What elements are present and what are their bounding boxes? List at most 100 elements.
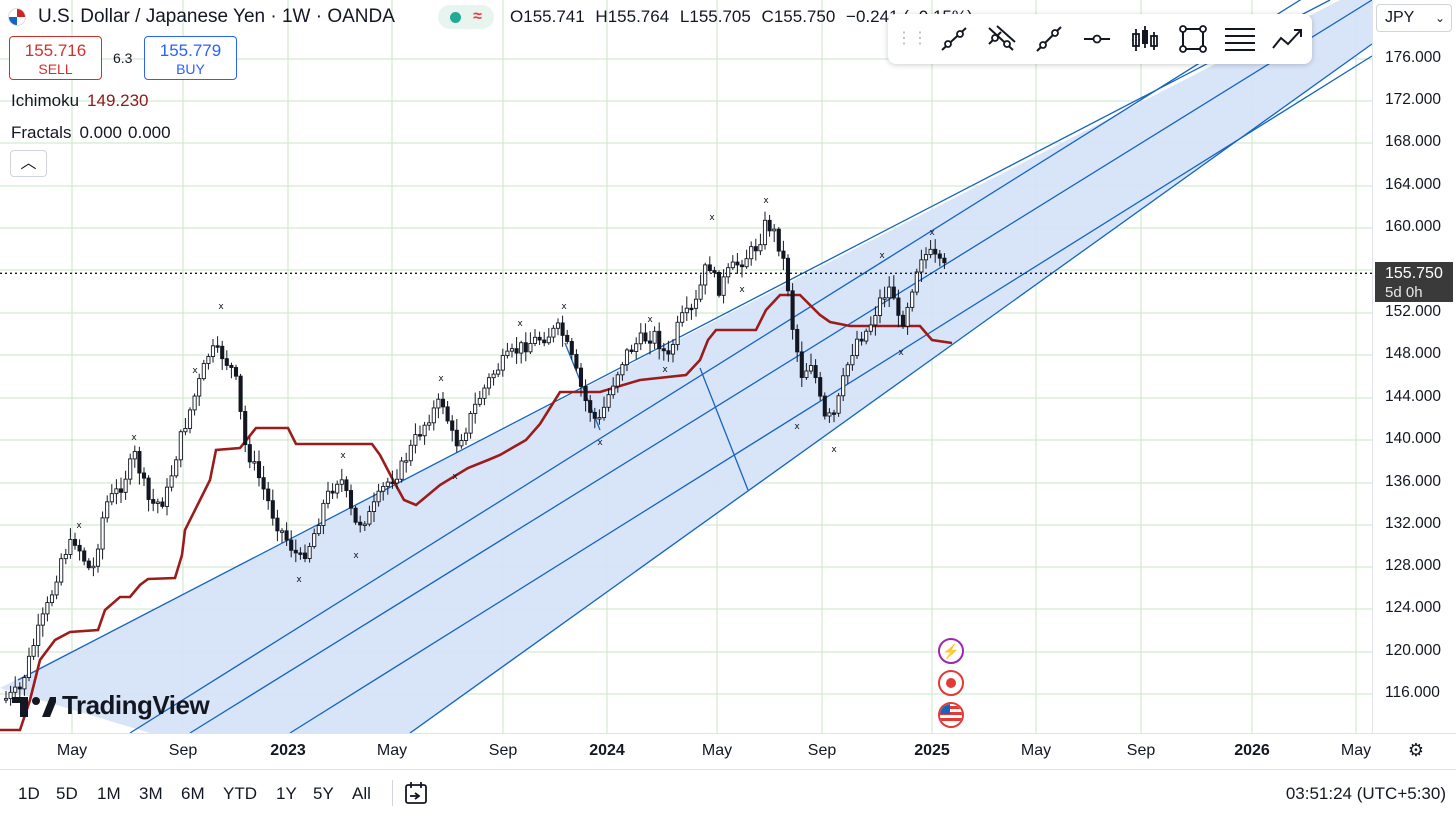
- time-tick-label: May: [56, 742, 88, 759]
- candle-body: [712, 270, 717, 273]
- channel-lower-line: [409, 43, 1373, 734]
- us-flag-icon: [8, 8, 26, 26]
- candle-body: [151, 499, 156, 504]
- range-button-1m[interactable]: 1M: [97, 784, 121, 803]
- range-button-ytd[interactable]: YTD: [223, 784, 257, 803]
- candle-body: [910, 291, 915, 308]
- calendar-icon: [405, 782, 427, 804]
- candle-body: [238, 375, 243, 412]
- candle-body: [864, 330, 869, 342]
- candle-body: [615, 374, 620, 387]
- candles-tool[interactable]: [1121, 19, 1169, 59]
- ray-tool[interactable]: [1026, 19, 1074, 59]
- candle-body: [109, 493, 114, 503]
- candle-body: [105, 501, 110, 519]
- candle-body: [118, 488, 124, 493]
- candle-body: [31, 645, 36, 657]
- candle-body: [523, 342, 528, 353]
- candle-body: [312, 533, 317, 547]
- candle-body: [900, 314, 906, 327]
- horizontal-ray-tool[interactable]: [1073, 19, 1121, 59]
- current-price-value: 155.750: [1385, 265, 1443, 282]
- candle-body: [289, 539, 294, 551]
- parallel-channel-tool[interactable]: [978, 19, 1026, 59]
- range-button-5d[interactable]: 5D: [56, 784, 78, 803]
- fractal-marker: x: [353, 551, 359, 561]
- candle-body: [385, 481, 390, 487]
- candle-body: [638, 332, 643, 345]
- currency-selector[interactable]: JPY ⌄: [1376, 4, 1452, 32]
- candle-body: [841, 375, 846, 397]
- price-tick-label: 172.000: [1385, 91, 1442, 108]
- fractal-marker: x: [296, 575, 302, 585]
- candle-body: [95, 548, 101, 567]
- range-button-5y[interactable]: 5Y: [313, 784, 334, 803]
- candle-body: [371, 501, 377, 512]
- forecast-tool[interactable]: [1264, 19, 1312, 59]
- candle-body: [353, 507, 358, 523]
- event-marker-3[interactable]: [938, 702, 964, 728]
- range-button-6m[interactable]: 6M: [181, 784, 205, 803]
- candle-body: [413, 434, 418, 446]
- candle-body: [59, 558, 64, 583]
- candle-body: [565, 334, 570, 342]
- candle-body: [482, 387, 487, 399]
- candle-body: [321, 502, 326, 526]
- price-tick-label: 120.000: [1385, 642, 1442, 659]
- candle-body: [790, 290, 795, 330]
- candle-body: [905, 306, 910, 327]
- collapse-indicators-button[interactable]: ︿: [10, 150, 47, 177]
- sell-label: SELL: [38, 61, 73, 77]
- candle-body: [13, 686, 18, 693]
- indicator-ichimoku[interactable]: Ichimoku 149.230: [11, 91, 149, 110]
- range-button-1y[interactable]: 1Y: [276, 784, 297, 803]
- symbol-title[interactable]: U.S. Dollar / Japanese Yen · 1W · OANDA: [38, 6, 395, 27]
- range-button-3m[interactable]: 3M: [139, 784, 163, 803]
- price-tick-label: 160.000: [1385, 218, 1442, 235]
- candle-body: [569, 341, 574, 355]
- chart-settings-button[interactable]: ⚙: [1404, 740, 1428, 764]
- fib-lines-tool[interactable]: [1217, 19, 1265, 59]
- range-button-1d[interactable]: 1D: [18, 784, 40, 803]
- event-marker-2[interactable]: [938, 670, 964, 696]
- time-axis[interactable]: [0, 733, 1456, 769]
- fractal-marker: x: [662, 365, 668, 375]
- trend-line-tool[interactable]: [930, 19, 978, 59]
- candle-body: [376, 490, 381, 503]
- sell-button[interactable]: 155.716 SELL: [9, 36, 102, 80]
- candle-body: [928, 248, 933, 256]
- candle-body: [730, 261, 735, 269]
- candle-body: [652, 330, 657, 344]
- candle-body: [270, 500, 275, 519]
- range-button-all[interactable]: All: [352, 784, 371, 803]
- indicator-fractals[interactable]: Fractals 0.000 0.000: [11, 123, 171, 142]
- drag-handle-icon[interactable]: ⋮⋮: [896, 30, 928, 47]
- fractal-marker: x: [192, 366, 198, 376]
- candle-body: [77, 544, 82, 552]
- fractal-marker: x: [452, 472, 458, 482]
- candle-body: [298, 552, 303, 555]
- candle-body: [643, 332, 648, 342]
- candle-body: [404, 460, 409, 463]
- drawing-toolbar: ⋮⋮: [888, 14, 1312, 64]
- ichimoku-value: 149.230: [87, 91, 149, 110]
- market-status[interactable]: ≈: [438, 5, 494, 29]
- candle-body: [473, 403, 478, 414]
- rectangle-icon: [1178, 25, 1207, 53]
- event-marker-1[interactable]: ⚡: [938, 638, 964, 664]
- price-tick-label: 124.000: [1385, 599, 1442, 616]
- candle-body: [588, 400, 593, 413]
- candle-body: [827, 412, 832, 417]
- clock-timezone[interactable]: 03:51:24 (UTC+5:30): [1285, 784, 1446, 803]
- tradingview-logo[interactable]: TradingView: [12, 690, 210, 721]
- price-axis[interactable]: [1372, 0, 1456, 733]
- divider: [392, 780, 393, 806]
- buy-button[interactable]: 155.779 BUY: [144, 36, 237, 80]
- rectangle-tool[interactable]: [1169, 19, 1217, 59]
- candle-body: [850, 355, 855, 366]
- go-to-date-button[interactable]: [404, 781, 430, 805]
- candle-body: [859, 338, 864, 342]
- candle-body: [399, 460, 404, 480]
- candle-body: [427, 422, 432, 426]
